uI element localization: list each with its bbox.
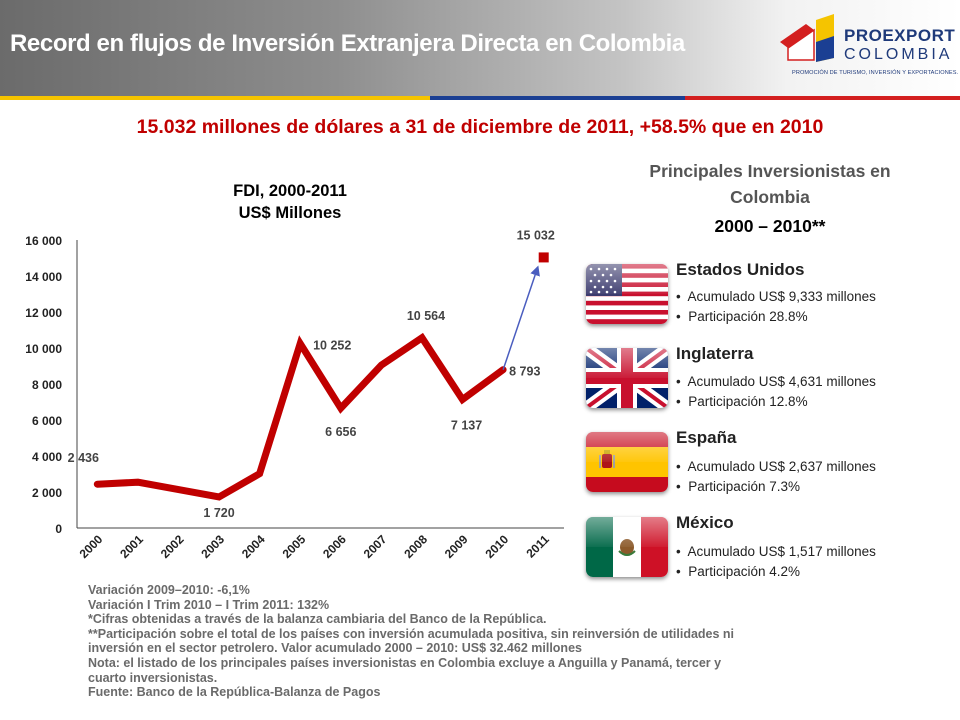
data-label: 15 032 <box>517 228 555 242</box>
x-tick-label: 2006 <box>320 532 349 561</box>
header-banner: Record en flujos de Inversión Extranjera… <box>0 0 960 96</box>
fdi-line-chart: 0 2 000 4 000 6 000 8 000 10 000 12 000 14 000 1… <box>25 228 564 561</box>
country-name: España <box>676 428 737 447</box>
y-tick-label: 16 000 <box>25 234 62 248</box>
chart-title-line2: US$ Millones <box>238 204 342 222</box>
series-line <box>93 332 507 501</box>
x-tick-label: 2002 <box>158 532 187 561</box>
tricolor-stripe <box>0 96 960 100</box>
logo-mark-icon <box>780 14 834 62</box>
country-uk: Inglaterra • Acumulado US$ 4,631 millone… <box>580 344 960 420</box>
stripe-red <box>685 96 960 100</box>
note-line: cuarto inversionistas. <box>88 670 218 685</box>
data-label: 6 656 <box>325 425 356 439</box>
country-share: • Participación 12.8% <box>676 394 808 409</box>
x-tick-label: 2001 <box>117 532 146 561</box>
y-tick-label: 10 000 <box>25 342 62 356</box>
data-label: 1 720 <box>203 506 234 520</box>
data-label: 10 252 <box>313 338 351 352</box>
country-accumulated: • Acumulado US$ 9,333 millones <box>676 289 876 304</box>
x-tick-label: 2008 <box>401 532 430 561</box>
footnotes: Variación 2009–2010: -6,1% Variación I T… <box>88 583 948 700</box>
y-tick-label: 12 000 <box>25 306 62 320</box>
note-line: **Participación sobre el total de los pa… <box>88 626 735 641</box>
country-us: Estados Unidos • Acumulado US$ 9,333 mil… <box>580 260 960 336</box>
country-name: Estados Unidos <box>676 260 805 279</box>
logo-brand: PROEXPORT <box>844 26 956 45</box>
country-name: Inglaterra <box>676 344 754 363</box>
highlight-point-2011 <box>538 252 549 263</box>
investors-title: Principales Inversionistas en Colombia <box>649 161 891 207</box>
logo-tagline: PROMOCIÓN DE TURISMO, INVERSIÓN Y EXPORT… <box>792 70 959 76</box>
x-tick-label: 2005 <box>280 532 309 561</box>
data-label: 7 137 <box>451 419 482 433</box>
x-tick-label: 2010 <box>482 532 511 561</box>
y-tick-label: 4 000 <box>32 450 62 464</box>
note-line: Nota: el listado de los principales país… <box>88 655 722 670</box>
headline: 15.032 millones de dólares a 31 de dicie… <box>136 116 824 138</box>
country-name: México <box>676 513 734 532</box>
country-mexico: México • Acumulado US$ 1,517 millones • … <box>580 513 960 589</box>
data-label: 2 436 <box>68 451 99 465</box>
x-tick-label: 2000 <box>77 532 106 561</box>
spain-flag-icon <box>586 432 668 492</box>
growth-arrow <box>502 265 540 370</box>
chart-title: FDI, 2000-2011 US$ Millones <box>210 180 370 224</box>
y-tick-label: 6 000 <box>32 414 62 428</box>
mexico-flag-icon <box>586 517 668 577</box>
country-share: • Participación 28.8% <box>676 309 808 324</box>
country-accumulated: • Acumulado US$ 1,517 millones <box>676 544 876 559</box>
uk-flag-icon <box>586 348 668 408</box>
stripe-yellow <box>0 96 430 100</box>
country-spain: España • Acumulado US$ 2,637 millones • … <box>580 428 960 504</box>
page-title: Record en flujos de Inversión Extranjera… <box>10 30 685 57</box>
proexport-logo: PROEXPORT COLOMBIA PROMOCIÓN DE TURISMO,… <box>776 14 960 86</box>
chart-title-line1: FDI, 2000-2011 <box>233 182 347 200</box>
country-accumulated: • Acumulado US$ 2,637 millones <box>676 459 876 474</box>
note-line: Variación I Trim 2010 – I Trim 2011: 132… <box>88 597 330 612</box>
y-tick-label: 14 000 <box>25 270 62 284</box>
country-share: • Participación 7.3% <box>676 479 801 494</box>
y-tick-label: 2 000 <box>32 486 62 500</box>
note-line: Fuente: Banco de la República-Balanza de… <box>88 685 381 700</box>
y-tick-label: 0 <box>55 522 62 536</box>
country-share: • Participación 4.2% <box>676 564 801 579</box>
x-tick-label: 2004 <box>239 532 268 561</box>
note-line: Variación 2009–2010: -6,1% <box>88 583 250 597</box>
data-label: 10 564 <box>407 309 445 323</box>
x-tick-label: 2011 <box>524 532 553 561</box>
x-tick-label: 2007 <box>361 532 390 561</box>
us-flag-icon <box>586 264 668 324</box>
x-tick-label: 2003 <box>198 532 227 561</box>
note-line: *Cifras obtenidas a través de la balanza… <box>88 612 547 627</box>
investors-period: 2000 – 2010** <box>714 216 826 236</box>
x-tick-label: 2009 <box>442 532 471 561</box>
logo-country: COLOMBIA <box>844 46 953 63</box>
stripe-blue <box>430 96 685 100</box>
data-label: 8 793 <box>509 365 540 379</box>
note-line: inversión en el sector petrolero. Valor … <box>88 641 582 656</box>
country-accumulated: • Acumulado US$ 4,631 millones <box>676 374 876 389</box>
y-tick-label: 8 000 <box>32 378 62 392</box>
